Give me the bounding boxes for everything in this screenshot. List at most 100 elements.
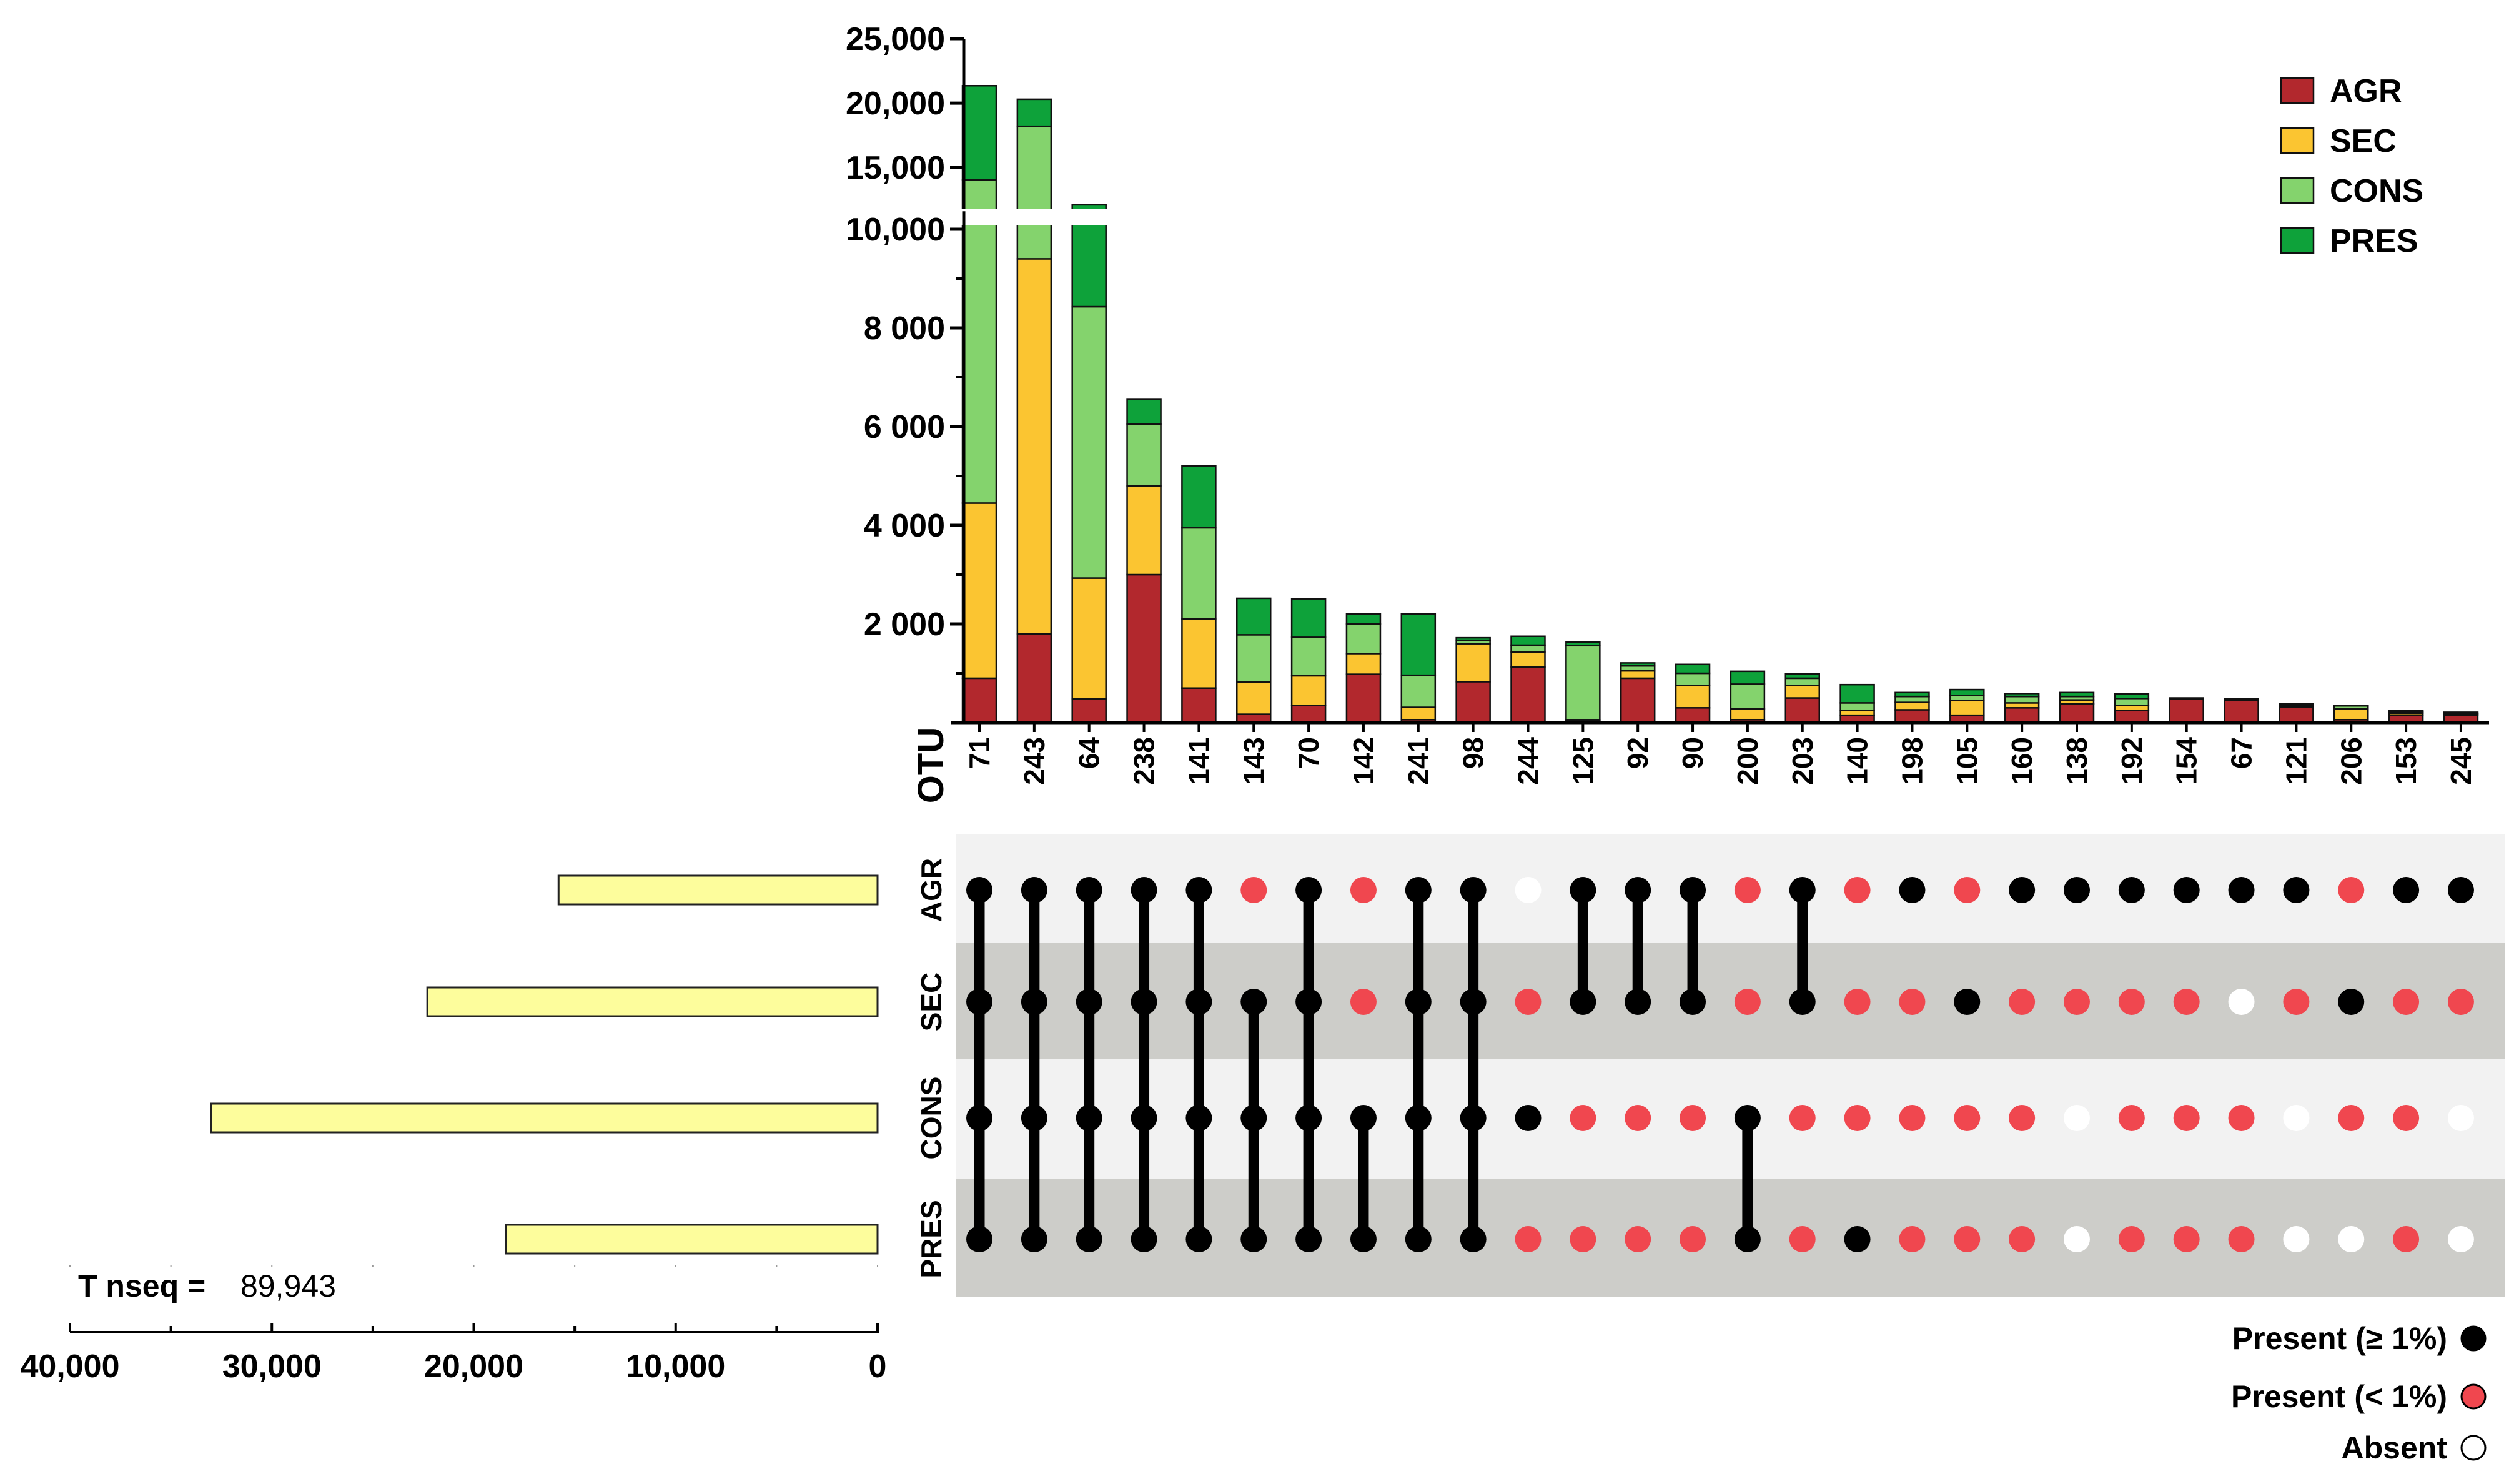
bar-segment-sec xyxy=(2333,708,2369,721)
bar-segment-cons xyxy=(1126,423,1162,487)
bar-segment-pres xyxy=(1236,597,1272,636)
dot-present-major xyxy=(1789,989,1816,1015)
dot-present-major xyxy=(1515,1105,1542,1131)
bar-segment-pres xyxy=(1290,598,1327,638)
bar-segment-cons xyxy=(1181,527,1217,620)
y-tick-label: 6 000 xyxy=(864,409,945,445)
dot-present-major xyxy=(1680,989,1706,1015)
x-tick-label: 140 xyxy=(1841,737,1874,785)
x-tick-label: 90 xyxy=(1676,737,1709,769)
dot-present-minor xyxy=(2228,1105,2255,1131)
dot-present-minor xyxy=(1789,1226,1816,1252)
dot-present-minor xyxy=(1844,877,1871,903)
bar-segment-agr xyxy=(2224,700,2259,724)
dot-present-major xyxy=(1405,1226,1432,1252)
dot-present-minor xyxy=(2447,989,2474,1015)
dot-present-major xyxy=(1734,1226,1761,1252)
dot-present-major xyxy=(1405,877,1432,903)
dot-present-major xyxy=(1131,1226,1157,1252)
x-tick-label: 200 xyxy=(1731,737,1764,785)
bar-segment-agr xyxy=(2004,707,2040,724)
dot-present-minor xyxy=(2393,1105,2420,1131)
x-tick-label: 198 xyxy=(1896,737,1928,785)
bar-segment-cons xyxy=(1290,636,1327,677)
bar-segment-pres xyxy=(1345,613,1382,625)
dot-present-minor xyxy=(1844,1105,1871,1131)
bar-segment-pres xyxy=(2224,698,2259,701)
dot-present-minor xyxy=(1680,1226,1706,1252)
dot-present-major xyxy=(966,1105,992,1131)
presence-legend-label: Present (< 1%) xyxy=(2231,1379,2447,1414)
bar-segment-pres xyxy=(961,84,997,181)
dot-present-major xyxy=(966,989,992,1015)
dot-present-major xyxy=(1295,1226,1322,1252)
bar-segment-cons xyxy=(1236,634,1272,683)
x-tick-label: 125 xyxy=(1566,737,1599,785)
bar-segment-pres xyxy=(1675,663,1711,675)
dot-present-major xyxy=(2173,877,2200,903)
dot-present-minor xyxy=(1515,1226,1542,1252)
legend-label-cons: CONS xyxy=(2330,173,2423,209)
bar-segment-pres xyxy=(2443,711,2479,715)
bar-segment-sec xyxy=(1400,706,1437,721)
bar-segment-agr xyxy=(1290,705,1327,724)
bar-segment-agr xyxy=(1675,707,1711,724)
bar-segment-sec xyxy=(1620,670,1656,680)
dot-present-minor xyxy=(1350,877,1377,903)
bar-segment-agr xyxy=(1016,633,1052,724)
set-axis-tick-label: 20,000 xyxy=(424,1348,523,1385)
dot-present-minor xyxy=(2338,1105,2365,1131)
bar-segment-pres xyxy=(2279,703,2314,706)
dot-present-minor xyxy=(2173,989,2200,1015)
total-label: T nseq = xyxy=(78,1269,205,1303)
dot-present-minor xyxy=(1570,1226,1596,1252)
total-sequences: T nseq = 89,943 xyxy=(78,1269,336,1303)
y-tick-label: 2 000 xyxy=(864,606,945,643)
bar-segment-sec xyxy=(1784,685,1820,699)
x-tick-label: 154 xyxy=(2170,737,2203,785)
bar-segment-pres xyxy=(2169,697,2204,700)
dot-present-minor xyxy=(1570,1105,1596,1131)
y-tick-label: 8 000 xyxy=(864,310,945,347)
set-label-agr: AGR xyxy=(915,858,948,922)
bar-segment-agr xyxy=(1071,698,1107,724)
dot-present-major xyxy=(2064,877,2090,903)
dot-present-major xyxy=(1185,877,1212,903)
set-size-bars xyxy=(210,874,879,1255)
dot-present-major xyxy=(2009,877,2036,903)
matrix-background xyxy=(956,834,2505,1297)
x-tick-label: 243 xyxy=(1018,737,1051,785)
dot-present-minor xyxy=(1954,877,1981,903)
bar-segment-cons xyxy=(1894,695,1930,703)
dot-present-major xyxy=(1076,1105,1102,1131)
dot-present-minor xyxy=(2064,989,2090,1015)
dot-present-major xyxy=(1734,1105,1761,1131)
bar-segment-agr xyxy=(1455,681,1491,724)
bar-segment-sec xyxy=(961,502,997,680)
x-tick-label: 142 xyxy=(1347,737,1380,785)
dot-present-major xyxy=(966,877,992,903)
bar-segment-pres xyxy=(2333,705,2369,707)
bar-segment-cons xyxy=(1400,674,1437,708)
bar-segment-pres xyxy=(2004,693,2040,698)
x-tick-label: 203 xyxy=(1786,737,1819,785)
dot-present-major xyxy=(2338,989,2365,1015)
dot-present-minor xyxy=(1350,989,1377,1015)
bar-segment-sec xyxy=(1181,618,1217,689)
bar-segment-agr xyxy=(2059,703,2095,724)
legend-label-sec: SEC xyxy=(2330,123,2397,159)
dot-present-major xyxy=(1405,989,1432,1015)
legend-swatch-pres xyxy=(2280,227,2315,254)
dot-present-minor xyxy=(2009,989,2036,1015)
x-tick-label: 241 xyxy=(1402,737,1435,785)
bar-segment-agr xyxy=(2169,698,2204,724)
legend-swatch-cons xyxy=(2280,177,2315,204)
bar-segment-pres xyxy=(1730,670,1766,685)
bar-segment-sec xyxy=(1949,700,1985,716)
bar-segment-cons xyxy=(1784,677,1820,687)
bar-segment-pres xyxy=(1839,683,1875,704)
dot-present-minor xyxy=(2173,1105,2200,1131)
dot-present-minor xyxy=(1899,1105,1926,1131)
x-tick-label: 238 xyxy=(1128,737,1161,785)
